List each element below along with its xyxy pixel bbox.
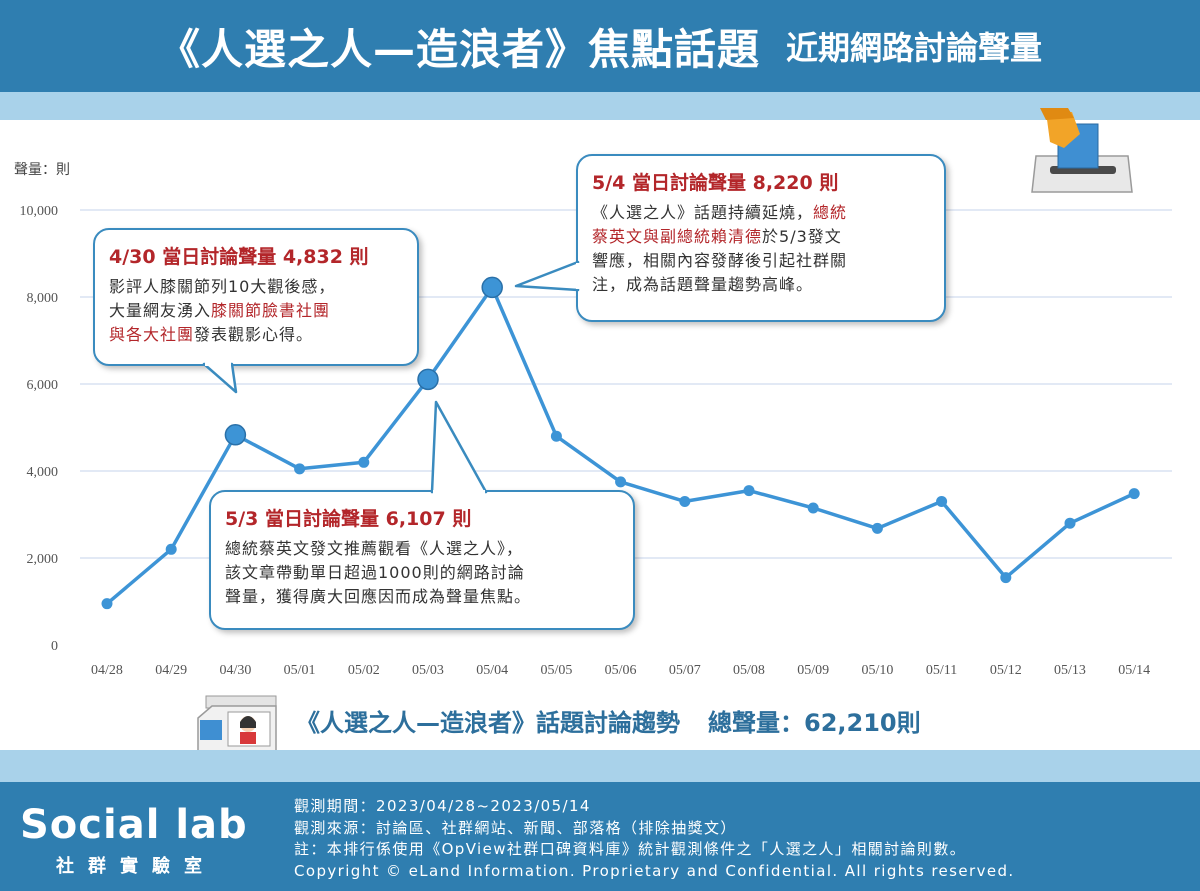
- callout-0503-line1: 總統蔡英文發文推薦觀看《人選之人》，: [225, 539, 524, 558]
- header-bar: 《人選之人—造浪者》焦點話題 近期網路討論聲量: [0, 0, 1200, 92]
- callout-0503: 5/3 當日討論聲量 6,107 則 總統蔡英文發文推薦觀看《人選之人》， 該文…: [209, 490, 635, 630]
- callout-0504-line1b: 總統: [813, 203, 848, 222]
- callout-0503-line3: 聲量，獲得廣大回應因而成為聲量焦點。: [225, 587, 532, 606]
- callout-0504-line2: 蔡英文與副總統賴清德於5/3發文: [592, 225, 930, 249]
- footer: Social lab 社群實驗室 觀測期間：2023/04/28~2023/05…: [0, 782, 1200, 891]
- callout-0430-line2b: 膝關節臉書社團: [211, 301, 331, 320]
- footer-notes: 觀測期間：2023/04/28~2023/05/14 觀測來源：討論區、社群網站…: [294, 796, 1015, 882]
- x-tick-label: 05/12: [990, 663, 1022, 678]
- y-tick-label: 10,000: [20, 204, 59, 219]
- x-tick-label: 05/11: [926, 663, 957, 678]
- callout-0504-title: 5/4 當日討論聲量 8,220 則: [592, 172, 839, 194]
- highlight-data-point: [224, 424, 247, 446]
- callout-0430-line2a: 大量網友湧入: [109, 301, 212, 320]
- y-tick-label: 0: [51, 639, 58, 654]
- observation-period: 觀測期間：2023/04/28~2023/05/14: [294, 797, 591, 815]
- data-point: [101, 598, 113, 610]
- x-tick-label: 05/10: [861, 663, 893, 678]
- data-point: [1064, 517, 1076, 529]
- y-tick-label: 8,000: [27, 291, 59, 306]
- callout-0430: 4/30 當日討論聲量 4,832 則 影評人膝關節列10大觀後感， 大量網友湧…: [93, 228, 419, 366]
- data-point: [358, 456, 370, 468]
- methodology-note: 註：本排行係使用《OpView社群口碑資料庫》統計觀測條件之「人選之人」相關討論…: [294, 840, 967, 858]
- x-tick-label: 05/05: [540, 663, 572, 678]
- y-tick-label: 2,000: [27, 552, 59, 567]
- volume-line-chart: 聲量：則 0 2,000 4,000 6,000 8,000 10,000 04/28 04/2…: [14, 161, 1172, 678]
- data-point: [871, 522, 883, 534]
- x-tick-label: 05/14: [1118, 663, 1150, 678]
- callout-0503-line2: 該文章帶動單日超過1000則的網路討論: [225, 563, 525, 582]
- x-tick-label: 05/02: [348, 663, 380, 678]
- callout-0504-line3: 響應，相關內容發酵後引起社群關: [592, 251, 848, 270]
- callout-0504-line2a: 蔡英文與副總統賴清德: [592, 227, 763, 246]
- callout-0430-line1: 影評人膝關節列10大觀後感，: [109, 277, 336, 296]
- callout-0504-line4: 注，成為話題聲量趨勢高峰。: [592, 275, 814, 294]
- data-point: [1000, 572, 1012, 584]
- callout-0430-line3: 與各大社團發表觀影心得。: [109, 323, 403, 347]
- callout-0503-text: 總統蔡英文發文推薦觀看《人選之人》， 該文章帶動單日超過1000則的網路討論 聲…: [225, 537, 619, 609]
- data-point: [807, 502, 819, 514]
- pointer-0504: [514, 260, 580, 292]
- callout-0430-text: 影評人膝關節列10大觀後感， 大量網友湧入膝關節臉書社團 與各大社團發表觀影心得…: [109, 275, 403, 347]
- logo-brand-sub: 社群實驗室: [56, 856, 216, 877]
- summary-topic: 《人選之人—造浪者》話題討論趨勢: [296, 709, 680, 737]
- callout-0504: 5/4 當日討論聲量 8,220 則 《人選之人》話題持續延燒，總統 蔡英文與副…: [576, 154, 946, 322]
- bottom-band: [0, 750, 1200, 782]
- sociallab-logo: Social lab 社群實驗室: [20, 802, 270, 882]
- x-tick-label: 05/13: [1054, 663, 1086, 678]
- x-tick-label: 04/30: [219, 663, 251, 678]
- page-subtitle: 近期網路討論聲量: [786, 29, 1043, 67]
- summary-line: 《人選之人—造浪者》話題討論趨勢 總聲量：62,210則: [296, 703, 921, 738]
- x-tick-label: 05/09: [797, 663, 829, 678]
- x-tick-label: 05/03: [412, 663, 444, 678]
- data-point: [550, 430, 562, 442]
- callout-0504-line2b: 於5/3發文: [762, 227, 842, 246]
- data-point: [936, 495, 948, 507]
- summary-total: 總聲量：62,210則: [708, 709, 921, 737]
- callout-0503-title: 5/3 當日討論聲量 6,107 則: [225, 508, 472, 530]
- x-tick-label: 05/06: [605, 663, 637, 678]
- callout-0430-line2: 大量網友湧入膝關節臉書社團: [109, 299, 403, 323]
- pointer-0430: [202, 362, 238, 394]
- y-tick-label: 6,000: [27, 378, 59, 393]
- data-point: [165, 543, 177, 555]
- observation-source: 觀測來源：討論區、社群網站、新聞、部落格（排除抽獎文）: [294, 818, 737, 837]
- ballot-box-icon: [1031, 108, 1133, 193]
- y-axis-label: 聲量：則: [14, 161, 70, 178]
- callout-0504-line1a: 《人選之人》話題持續延燒，: [592, 203, 814, 222]
- logo-brand: Social lab: [20, 802, 248, 848]
- x-tick-label: 05/07: [669, 663, 701, 678]
- pointer-0503: [430, 400, 488, 494]
- highlight-data-point: [417, 368, 439, 391]
- y-tick-label: 4,000: [27, 465, 59, 480]
- data-point: [743, 485, 755, 497]
- callout-0504-line1: 《人選之人》話題持續延燒，總統: [592, 201, 930, 225]
- data-point: [615, 476, 627, 488]
- top-band: [0, 92, 1200, 120]
- callout-0430-line3b: 發表觀影心得。: [194, 325, 314, 344]
- x-tick-label: 04/28: [91, 663, 123, 678]
- page-title: 《人選之人—造浪者》焦點話題: [157, 24, 760, 74]
- x-tick-label: 05/08: [733, 663, 765, 678]
- highlight-data-point: [481, 276, 503, 299]
- data-point: [1128, 488, 1140, 500]
- callout-0430-title: 4/30 當日討論聲量 4,832 則: [109, 246, 369, 268]
- copyright: Copyright © eLand Information. Proprieta…: [294, 861, 1015, 880]
- x-tick-label: 05/01: [284, 663, 316, 678]
- data-point: [679, 495, 691, 507]
- callout-0504-text: 《人選之人》話題持續延燒，總統 蔡英文與副總統賴清德於5/3發文 響應，相關內容…: [592, 201, 930, 297]
- x-tick-label: 05/04: [476, 663, 508, 678]
- data-point: [294, 463, 306, 475]
- callout-0430-line3a: 與各大社團: [109, 325, 195, 344]
- x-tick-label: 04/29: [155, 663, 187, 678]
